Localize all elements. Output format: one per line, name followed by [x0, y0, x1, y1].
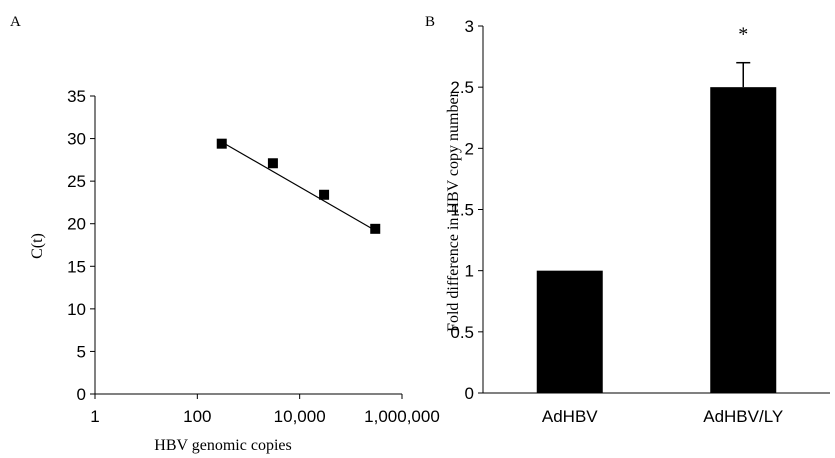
panel-a-x-tick-label: 1,000,000 [364, 407, 440, 426]
panel-b: B 0 0.5 1 1.5 2 2.5 3 AdHBV AdHBV/LY * Fold dif… [425, 14, 830, 426]
panel-a-label: A [10, 14, 21, 30]
panel-b-y-tick-label: 1.5 [450, 201, 474, 220]
panel-a-data-point [267, 158, 278, 169]
panel-b-x-tick-label: AdHBV/LY [703, 407, 783, 426]
panel-a-y-tick-label: 20 [67, 215, 86, 234]
panel-a-x-ticks: 1 100 10,000 1,000,000 [90, 394, 440, 426]
panel-a-x-tick-label: 100 [183, 407, 211, 426]
panel-a-y-ticks: 0 5 10 15 20 25 30 35 [67, 87, 95, 404]
panel-a-x-tick-label: 1 [90, 407, 99, 426]
panel-a-y-axis-title: C(t) [29, 233, 46, 259]
panel-a-y-tick-label: 25 [67, 172, 86, 191]
panel-b-bar [710, 87, 777, 394]
panel-b-y-tick-label: 2 [465, 139, 474, 158]
panel-a-y-tick-label: 10 [67, 300, 86, 319]
panel-b-y-ticks: 0 0.5 1 1.5 2 2.5 3 [450, 17, 483, 403]
panel-a-y-tick-label: 15 [67, 257, 86, 276]
panel-a-x-axis-title: HBV genomic copies [154, 437, 291, 454]
panel-b-y-tick-label: 3 [465, 17, 474, 36]
panel-a-y-tick-label: 30 [67, 130, 86, 149]
panel-b-y-tick-label: 2.5 [450, 78, 474, 97]
panel-b-y-axis-title: Fold difference in HBV copy number [445, 91, 462, 331]
panel-a-y-tick-label: 35 [67, 87, 86, 106]
panel-a-points [216, 138, 381, 234]
panel-b-y-tick-label: 1 [465, 262, 474, 281]
panel-b-bar [536, 270, 603, 393]
panel-b-y-tick-label: 0.5 [450, 323, 474, 342]
panel-b-label: B [425, 14, 435, 30]
panel-a: A 0 5 10 15 20 25 30 35 1 100 10,000 1,000,000 HBV… [10, 14, 440, 454]
panel-b-bars [536, 61, 777, 394]
panel-a-data-point [216, 138, 227, 149]
panel-a-x-tick-label: 10,000 [274, 407, 326, 426]
panel-a-y-tick-label: 5 [77, 342, 86, 361]
panel-a-trendline [221, 141, 376, 232]
panel-a-data-point [319, 189, 330, 200]
panel-b-x-labels: AdHBV AdHBV/LY [542, 407, 783, 426]
panel-b-y-tick-label: 0 [465, 384, 474, 403]
panel-b-x-tick-label: AdHBV [542, 407, 598, 426]
panel-b-significance-annotation: * [738, 24, 748, 46]
panel-a-data-point [370, 223, 381, 234]
panel-a-y-tick-label: 0 [77, 385, 86, 404]
